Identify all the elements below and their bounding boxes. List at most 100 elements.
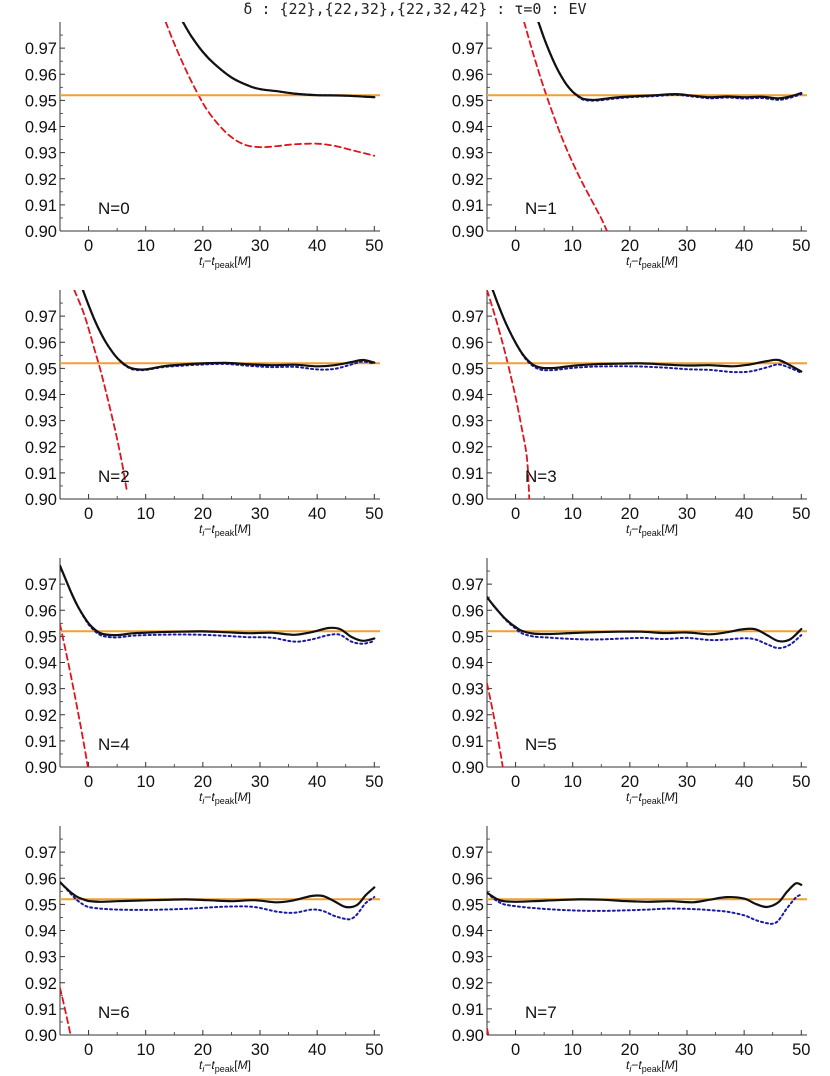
x-tick-label: 40 (735, 773, 753, 791)
series-line-dotted (81, 290, 376, 372)
x-tick-label: 0 (511, 773, 520, 791)
y-tick-label: 0.92 (25, 707, 57, 725)
y-tick-label: 0.92 (452, 707, 484, 725)
y-tick-label: 0.94 (25, 119, 57, 137)
panel-3: 0.90 0.91 0.92 0.93 0.94 0.95 0.96 0.97 0 10 20 30 4… (25, 290, 383, 538)
y-tick-label: 0.91 (25, 197, 57, 215)
y-tick-label: 0.90 (452, 759, 484, 777)
panel-label: N=2 (98, 467, 130, 486)
y-tick-label: 0.96 (452, 602, 484, 620)
x-tick-label: 40 (308, 773, 326, 791)
x-tick-label: 10 (564, 237, 582, 255)
y-tick-label: 0.95 (25, 92, 57, 110)
x-tick-label: 30 (251, 1041, 269, 1059)
y-tick-label: 0.90 (452, 223, 484, 241)
x-tick-label: 0 (511, 237, 520, 255)
x-axis-title: ti−tpeak[M] (199, 254, 251, 270)
series-line-dashed (164, 22, 376, 157)
y-tick-label: 0.96 (452, 334, 484, 352)
series-line-solid (81, 290, 376, 371)
panel-1: 0.90 0.91 0.92 0.93 0.94 0.95 0.96 0.97 0 10 20 30 4… (25, 22, 383, 270)
series-line-solid (487, 882, 803, 909)
y-tick-label: 0.97 (25, 576, 57, 594)
y-tick-label: 0.92 (452, 439, 484, 457)
series-line-dotted (537, 22, 803, 102)
series-line-dashed (487, 682, 504, 767)
x-tick-label: 40 (735, 237, 753, 255)
x-axis-title: ti−tpeak[M] (199, 1058, 251, 1074)
x-tick-label: 50 (365, 505, 383, 523)
panel-label: N=4 (98, 735, 130, 754)
y-tick-label: 0.91 (452, 1001, 484, 1019)
x-tick-label: 10 (564, 505, 582, 523)
y-tick-label: 0.90 (25, 223, 57, 241)
x-axis-title: ti−tpeak[M] (626, 254, 678, 270)
x-tick-label: 20 (621, 1041, 639, 1059)
panel-label: N=1 (525, 199, 557, 218)
x-axis-title: ti−tpeak[M] (199, 790, 251, 806)
y-tick-label: 0.95 (25, 896, 57, 914)
x-tick-label: 40 (735, 505, 753, 523)
y-tick-label: 0.93 (452, 145, 484, 163)
x-tick-label: 40 (735, 1041, 753, 1059)
x-tick-label: 10 (137, 505, 155, 523)
x-tick-label: 0 (84, 237, 93, 255)
x-tick-label: 0 (511, 1041, 520, 1059)
y-tick-label: 0.93 (25, 145, 57, 163)
x-axis-title: ti−tpeak[M] (626, 522, 678, 538)
y-tick-label: 0.97 (452, 308, 484, 326)
series-line-dotted (487, 891, 803, 925)
x-tick-label: 50 (792, 505, 810, 523)
y-tick-label: 0.91 (452, 197, 484, 215)
y-tick-label: 0.94 (452, 923, 484, 941)
x-tick-label: 20 (194, 505, 212, 523)
series-line-dotted (60, 564, 376, 645)
x-tick-label: 50 (792, 237, 810, 255)
x-tick-label: 30 (678, 773, 696, 791)
series-line-dashed (60, 987, 72, 1035)
y-tick-label: 0.97 (452, 844, 484, 862)
y-tick-label: 0.96 (25, 66, 57, 84)
y-tick-label: 0.95 (452, 92, 484, 110)
y-tick-label: 0.94 (25, 923, 57, 941)
x-tick-label: 0 (84, 773, 93, 791)
x-tick-label: 30 (678, 505, 696, 523)
panel-label: N=5 (525, 735, 557, 754)
y-tick-label: 0.94 (452, 655, 484, 673)
series-line-dashed (487, 1027, 490, 1035)
x-tick-label: 20 (621, 237, 639, 255)
series-line-dashed (60, 623, 89, 767)
x-tick-label: 0 (84, 505, 93, 523)
y-tick-label: 0.96 (25, 870, 57, 888)
x-tick-label: 30 (251, 505, 269, 523)
x-axis-title: ti−tpeak[M] (626, 1058, 678, 1074)
x-tick-label: 30 (251, 773, 269, 791)
y-tick-label: 0.94 (25, 655, 57, 673)
x-tick-label: 10 (137, 237, 155, 255)
series-line-dotted (60, 881, 376, 921)
y-tick-label: 0.91 (452, 733, 484, 751)
x-tick-label: 30 (678, 237, 696, 255)
series-line-dashed (523, 22, 608, 231)
y-tick-label: 0.91 (452, 465, 484, 483)
y-tick-label: 0.90 (25, 1027, 57, 1045)
x-tick-label: 50 (365, 1041, 383, 1059)
y-tick-label: 0.93 (452, 949, 484, 967)
y-tick-label: 0.94 (452, 119, 484, 137)
y-tick-label: 0.97 (25, 308, 57, 326)
y-tick-label: 0.92 (25, 975, 57, 993)
series-line-dotted (181, 22, 376, 99)
x-tick-label: 30 (251, 237, 269, 255)
y-tick-label: 0.96 (25, 602, 57, 620)
y-tick-label: 0.93 (25, 949, 57, 967)
y-tick-label: 0.95 (452, 896, 484, 914)
x-axis-title: ti−tpeak[M] (199, 522, 251, 538)
y-tick-label: 0.96 (452, 66, 484, 84)
panel-7: 0.90 0.91 0.92 0.93 0.94 0.95 0.96 0.97 0 10 20 30 4… (25, 826, 383, 1074)
y-tick-label: 0.95 (25, 360, 57, 378)
y-tick-label: 0.97 (452, 40, 484, 58)
y-tick-label: 0.97 (25, 844, 57, 862)
y-tick-label: 0.93 (452, 681, 484, 699)
y-tick-label: 0.94 (452, 387, 484, 405)
x-tick-label: 50 (792, 1041, 810, 1059)
